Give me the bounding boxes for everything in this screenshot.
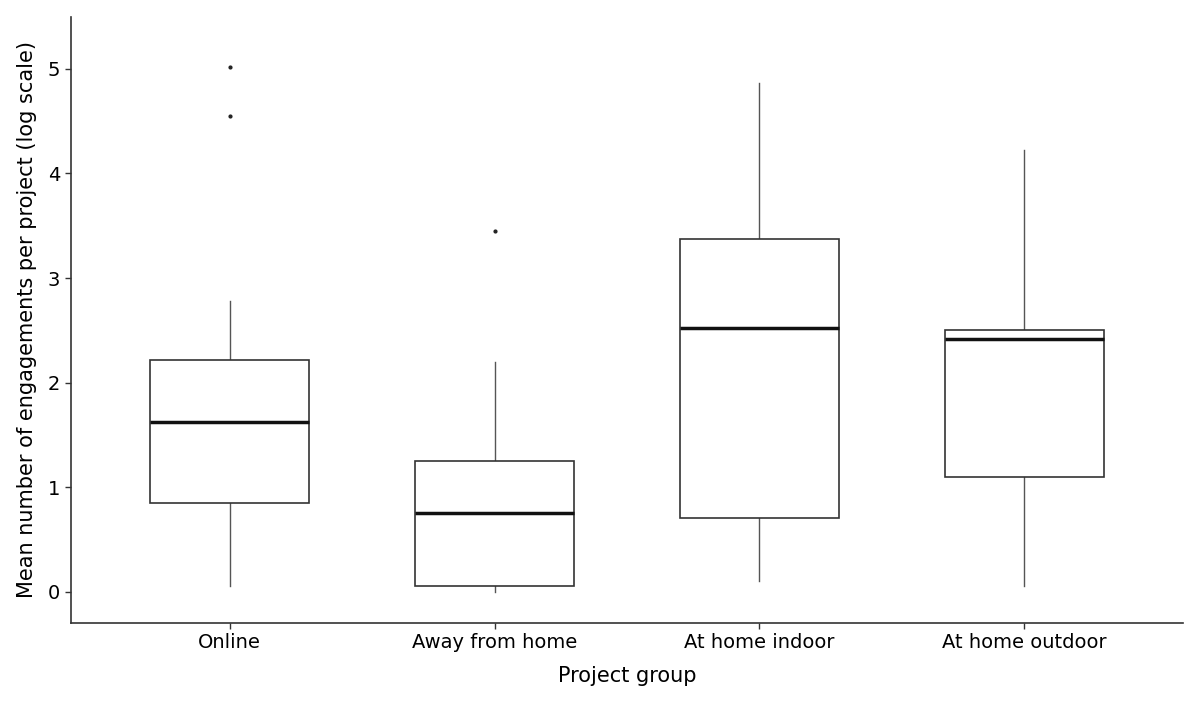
Bar [680, 239, 839, 519]
Y-axis label: Mean number of engagements per project (log scale): Mean number of engagements per project (… [17, 41, 37, 598]
Bar [415, 461, 574, 586]
Bar [944, 330, 1104, 477]
X-axis label: Project group: Project group [558, 666, 696, 686]
Bar [150, 359, 310, 503]
